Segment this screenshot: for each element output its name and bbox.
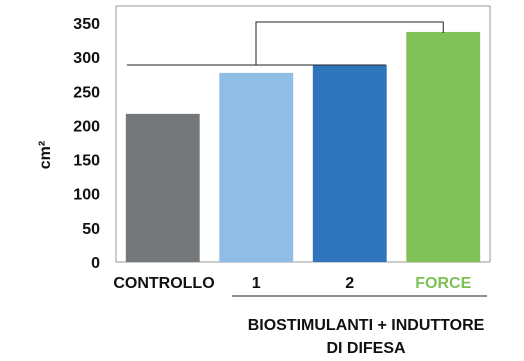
category-label: CONTROLLO [113, 275, 214, 292]
category-label: 2 [345, 275, 354, 292]
y-tick-label: 200 [73, 118, 100, 135]
y-tick-label: 350 [73, 16, 100, 33]
bracket-line-upper [255, 21, 444, 65]
category-labels: CONTROLLO 1 2 FORCE [113, 275, 471, 292]
y-tick-label: 250 [73, 84, 100, 101]
y-tick-label: 150 [73, 153, 100, 170]
bar [125, 113, 200, 263]
bars [125, 31, 481, 263]
plot-frame [115, 5, 491, 263]
group-label-line-2: DI DIFESA [326, 340, 406, 357]
comparison-brackets [126, 21, 444, 66]
y-tick-label: 300 [73, 50, 100, 67]
bar [406, 31, 481, 263]
y-tick-label: 0 [91, 255, 100, 272]
bar [312, 64, 387, 262]
y-tick-label: 50 [82, 221, 100, 238]
bar [219, 72, 294, 262]
category-label: FORCE [415, 275, 471, 292]
y-axis-ticks: 0 50 100 150 200 250 300 350 [73, 16, 100, 272]
group-label-line-1: BIOSTIMULANTI + INDUTTORE [247, 317, 485, 334]
category-label: 1 [252, 275, 261, 292]
y-tick-label: 100 [73, 187, 100, 204]
y-axis-label: cm² [37, 141, 54, 169]
